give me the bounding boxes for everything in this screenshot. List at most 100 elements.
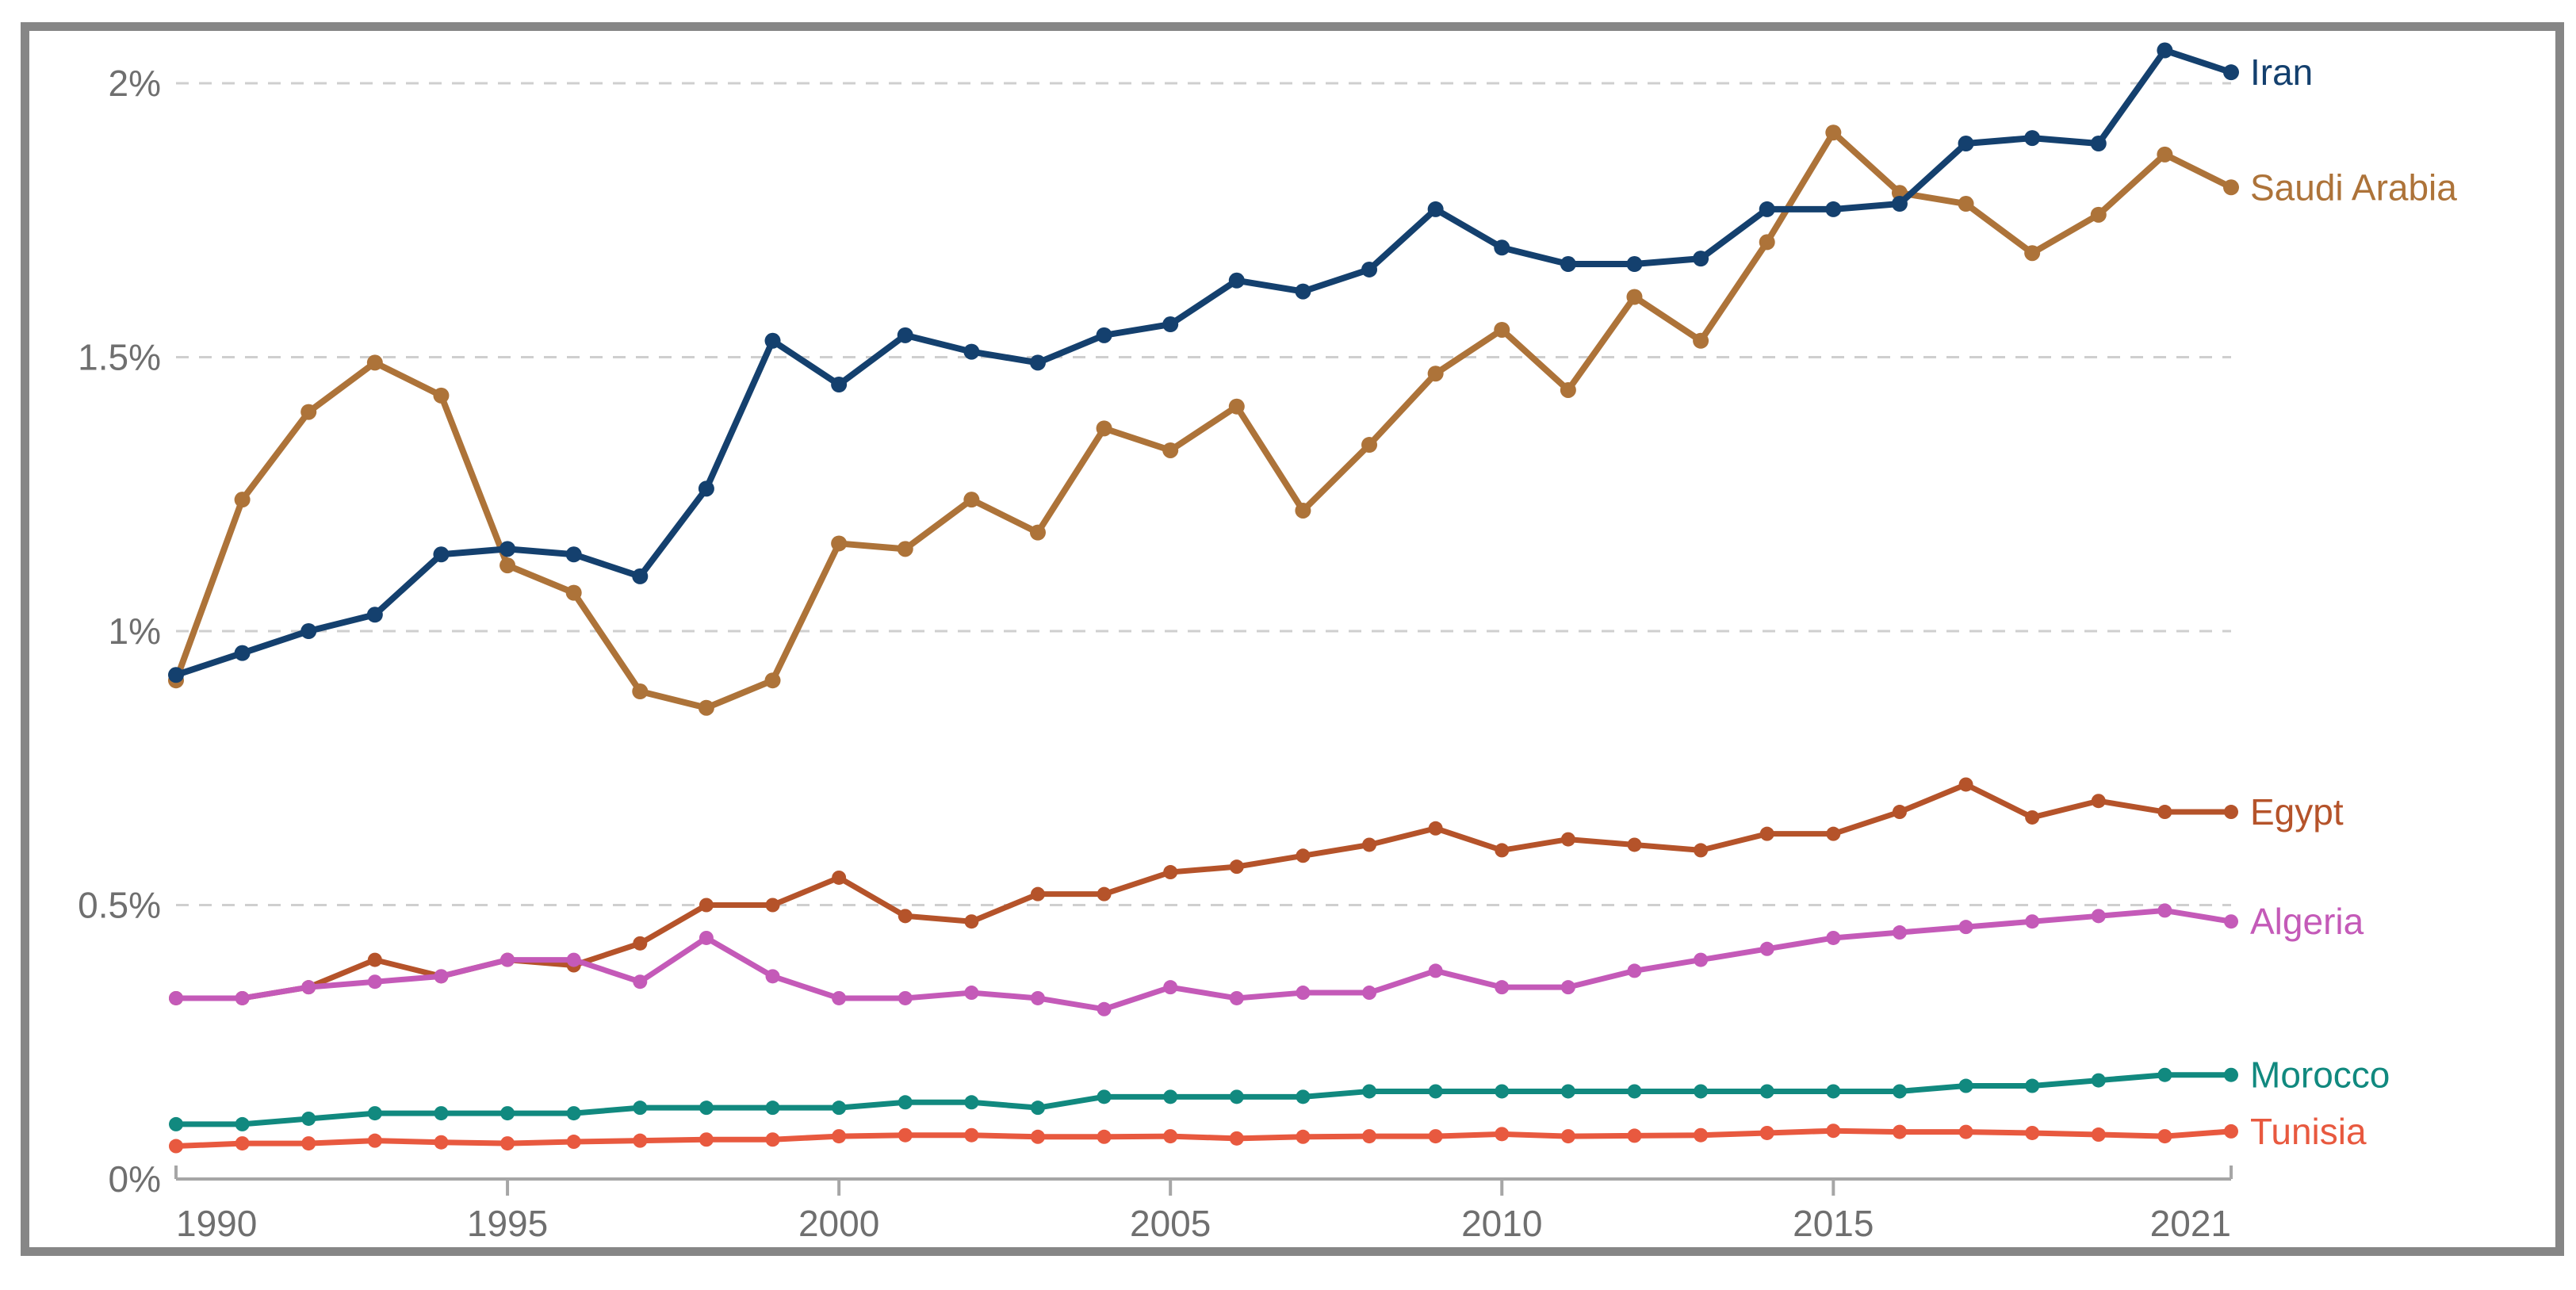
series-point-saudi-arabia-1993[interactable] [366,354,383,371]
series-point-algeria-2012[interactable] [1627,963,1642,978]
series-point-egypt-2013[interactable] [1694,843,1709,858]
series-point-saudi-arabia-2002[interactable] [963,492,980,508]
series-label-egypt[interactable]: Egypt [2250,791,2344,833]
series-point-tunisia-2007[interactable] [1296,1129,1311,1144]
series-point-saudi-arabia-2006[interactable] [1228,398,1245,415]
series-point-egypt-2003[interactable] [1030,886,1045,901]
series-point-morocco-2009[interactable] [1428,1084,1443,1099]
series-point-algeria-2015[interactable] [1826,930,1841,945]
series-point-algeria-1992[interactable] [301,980,316,995]
series-point-egypt-2019[interactable] [2091,794,2106,809]
series-point-saudi-arabia-2003[interactable] [1029,524,1046,541]
series-point-iran-2001[interactable] [897,327,913,343]
series-point-saudi-arabia-2007[interactable] [1295,502,1311,519]
series-point-iran-2002[interactable] [963,343,980,360]
series-point-morocco-2015[interactable] [1826,1084,1841,1099]
series-point-saudi-arabia-1991[interactable] [234,492,251,508]
series-point-iran-1992[interactable] [300,623,317,639]
series-point-saudi-arabia-1996[interactable] [565,584,582,601]
series-point-tunisia-1990[interactable] [169,1139,183,1154]
series-point-iran-2012[interactable] [1626,256,1643,273]
series-point-tunisia-2011[interactable] [1560,1129,1575,1144]
series-point-morocco-1990[interactable] [169,1116,183,1131]
series-point-morocco-2021[interactable] [2224,1067,2238,1082]
series-point-tunisia-1994[interactable] [434,1135,449,1150]
series-point-iran-2014[interactable] [1759,201,1775,217]
series-point-iran-2006[interactable] [1228,272,1245,289]
series-point-saudi-arabia-2020[interactable] [2157,146,2173,163]
series-point-saudi-arabia-2015[interactable] [1825,124,1842,141]
series-point-morocco-2001[interactable] [898,1095,913,1110]
series-point-saudi-arabia-2011[interactable] [1560,381,1576,398]
series-point-saudi-arabia-1998[interactable] [698,699,714,716]
series-point-tunisia-2021[interactable] [2224,1123,2238,1139]
series-point-algeria-1991[interactable] [235,990,250,1005]
series-point-tunisia-2000[interactable] [832,1129,847,1144]
series-point-morocco-1997[interactable] [633,1101,648,1116]
series-point-egypt-2020[interactable] [2157,805,2172,820]
series-point-tunisia-1996[interactable] [566,1135,581,1150]
series-point-morocco-2013[interactable] [1694,1084,1709,1099]
series-point-iran-2015[interactable] [1825,201,1842,217]
series-point-algeria-1993[interactable] [367,974,382,990]
series-label-algeria[interactable]: Algeria [2250,901,2364,942]
series-point-tunisia-2020[interactable] [2157,1129,2172,1144]
series-point-iran-2017[interactable] [1958,136,1974,152]
series-point-egypt-2012[interactable] [1627,837,1642,852]
series-point-algeria-2006[interactable] [1229,990,1244,1005]
series-point-algeria-2001[interactable] [898,990,913,1005]
series-point-morocco-2010[interactable] [1495,1084,1510,1099]
series-point-morocco-1996[interactable] [566,1106,581,1121]
series-point-morocco-1994[interactable] [434,1106,449,1121]
series-point-saudi-arabia-2009[interactable] [1427,366,1444,382]
series-point-iran-2010[interactable] [1494,239,1510,256]
series-point-saudi-arabia-2018[interactable] [2024,245,2041,262]
series-point-iran-2019[interactable] [2090,136,2107,152]
series-point-morocco-1999[interactable] [765,1101,780,1116]
series-point-tunisia-1993[interactable] [367,1133,382,1148]
series-point-morocco-1992[interactable] [301,1111,316,1126]
series-line-saudi-arabia[interactable] [173,129,2234,711]
series-point-morocco-2003[interactable] [1030,1101,1045,1116]
series-point-egypt-2000[interactable] [832,870,847,885]
series-point-egypt-2016[interactable] [1892,805,1907,820]
series-line-algeria[interactable] [173,907,2234,1012]
series-point-tunisia-2004[interactable] [1097,1129,1112,1144]
series-point-morocco-1991[interactable] [235,1116,250,1131]
series-point-saudi-arabia-2012[interactable] [1626,289,1643,305]
series-point-iran-2007[interactable] [1295,283,1311,300]
series-point-tunisia-2019[interactable] [2091,1127,2106,1143]
series-point-tunisia-2010[interactable] [1495,1127,1510,1142]
series-point-iran-1991[interactable] [234,645,251,661]
series-point-algeria-1996[interactable] [566,952,581,967]
series-point-egypt-2014[interactable] [1759,826,1774,841]
series-point-saudi-arabia-2001[interactable] [897,541,913,557]
series-point-saudi-arabia-1997[interactable] [632,683,649,700]
series-point-saudi-arabia-2010[interactable] [1494,321,1510,338]
series-point-saudi-arabia-2004[interactable] [1096,420,1112,437]
series-point-tunisia-2009[interactable] [1428,1129,1443,1144]
series-point-iran-1997[interactable] [632,568,649,584]
series-point-tunisia-2017[interactable] [1958,1124,1973,1139]
series-point-iran-2013[interactable] [1693,251,1709,267]
series-point-algeria-1990[interactable] [169,990,183,1005]
series-point-iran-2018[interactable] [2024,130,2041,147]
series-point-saudi-arabia-1994[interactable] [433,387,450,404]
series-point-egypt-2017[interactable] [1958,777,1973,792]
series-point-saudi-arabia-2000[interactable] [831,535,848,552]
series-point-algeria-2021[interactable] [2224,914,2238,929]
series-point-iran-1995[interactable] [500,541,516,557]
series-point-algeria-1999[interactable] [765,969,780,984]
series-point-morocco-1995[interactable] [500,1106,515,1121]
series-point-morocco-1998[interactable] [699,1101,714,1116]
series-point-iran-2003[interactable] [1029,354,1046,371]
series-point-algeria-1997[interactable] [633,974,648,990]
series-point-algeria-2007[interactable] [1296,986,1311,1001]
series-point-tunisia-1991[interactable] [235,1136,250,1151]
series-point-morocco-2011[interactable] [1560,1084,1575,1099]
series-point-tunisia-2014[interactable] [1759,1125,1774,1140]
series-point-algeria-2003[interactable] [1030,990,1045,1005]
series-point-tunisia-2006[interactable] [1229,1131,1244,1146]
series-point-algeria-2014[interactable] [1759,941,1774,956]
series-point-tunisia-2018[interactable] [2025,1125,2040,1140]
